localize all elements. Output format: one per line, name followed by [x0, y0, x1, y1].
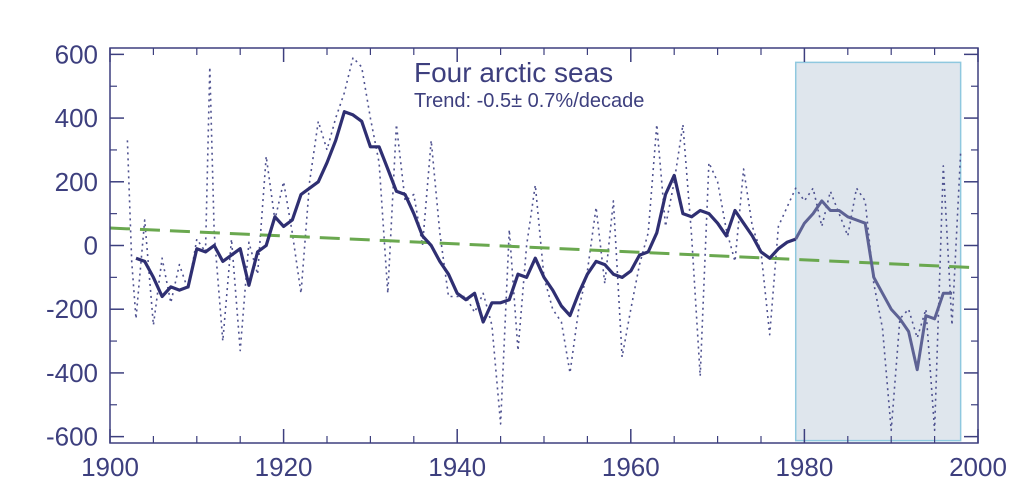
chart-subtitle: Trend: -0.5± 0.7%/decade	[414, 90, 644, 112]
y-tick-label: -400	[46, 358, 98, 388]
x-tick-label: 1940	[428, 452, 486, 482]
satellite-era-shaded-region	[794, 61, 962, 442]
x-tick-label: 1980	[775, 452, 833, 482]
y-tick-label: 400	[55, 103, 98, 133]
y-tick-label: -200	[46, 294, 98, 324]
y-tick-label: -600	[46, 422, 98, 452]
x-tick-label: 1920	[255, 452, 313, 482]
x-tick-label: 2000	[949, 452, 1007, 482]
smoothed-solid-series-satellite	[794, 199, 952, 372]
y-tick-label: 0	[84, 231, 98, 261]
x-tick-label: 1960	[602, 452, 660, 482]
y-tick-label: 200	[55, 167, 98, 197]
smoothed-solid-series	[135, 110, 797, 324]
annual-dotted-series	[126, 56, 962, 432]
chart-title: Four arctic seas	[414, 57, 613, 88]
y-tick-label: 600	[55, 39, 98, 69]
trend-dashed-line	[109, 226, 979, 270]
x-tick-label: 1900	[81, 452, 139, 482]
